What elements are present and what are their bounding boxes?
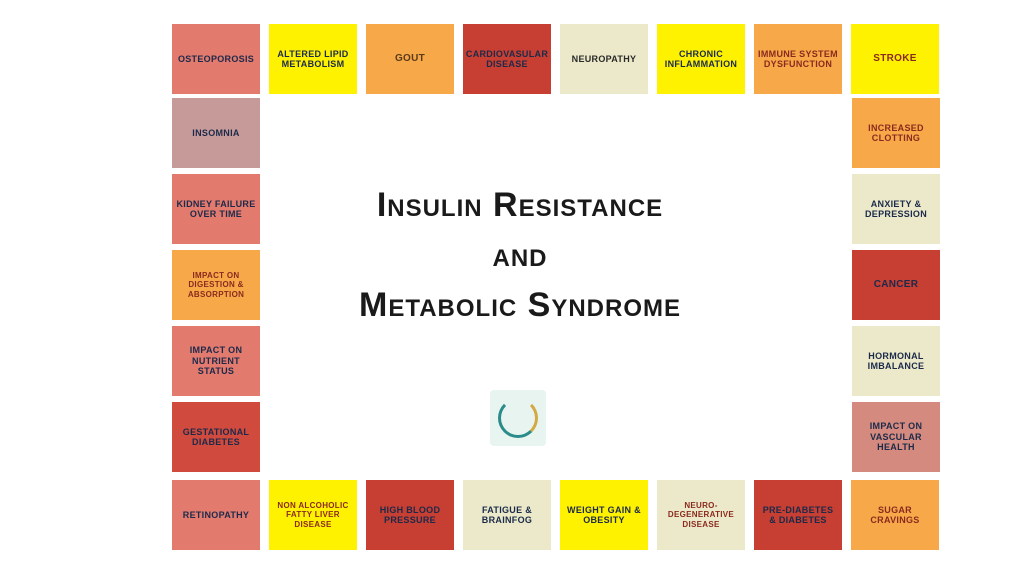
condition-tile: Impact on Vascular Health xyxy=(852,402,940,472)
condition-tile: Sugar Cravings xyxy=(851,480,939,550)
condition-label: Non Alcoholic Fatty Liver Disease xyxy=(273,501,353,529)
condition-tile: Cancer xyxy=(852,250,940,320)
condition-tile: Retinopathy xyxy=(172,480,260,550)
condition-tile: Immune System Dysfunction xyxy=(754,24,842,94)
wave-icon xyxy=(498,398,538,438)
condition-tile: Chronic Inflammation xyxy=(657,24,745,94)
condition-label: Retinopathy xyxy=(183,510,249,520)
center-title: Insulin Resistance and Metabolic Syndrom… xyxy=(320,180,720,330)
condition-tile: Gout xyxy=(366,24,454,94)
condition-label: Chronic Inflammation xyxy=(661,49,741,70)
condition-tile: Kidney Failure over Time xyxy=(172,174,260,244)
title-line-1: Insulin Resistance xyxy=(320,180,720,230)
condition-label: Fatigue & Brainfog xyxy=(467,505,547,526)
condition-tile: Stroke xyxy=(851,24,939,94)
title-line-3: Metabolic Syndrome xyxy=(320,280,720,330)
condition-label: Pre-Diabetes & Diabetes xyxy=(758,505,838,526)
condition-tile: Neuro-degenerative Disease xyxy=(657,480,745,550)
brand-logo xyxy=(490,390,546,446)
condition-label: Anxiety & Depression xyxy=(856,199,936,220)
condition-label: Stroke xyxy=(873,53,916,65)
condition-label: Altered Lipid Metabolism xyxy=(273,49,353,70)
condition-tile: Increased Clotting xyxy=(852,98,940,168)
condition-tile: Pre-Diabetes & Diabetes xyxy=(754,480,842,550)
condition-label: Impact on Vascular Health xyxy=(856,421,936,452)
condition-label: Hormonal Imbalance xyxy=(856,351,936,372)
condition-tile: Impact on Nutrient Status xyxy=(172,326,260,396)
condition-label: Impact on Digestion & Absorption xyxy=(176,271,256,299)
condition-label: Cancer xyxy=(874,279,919,291)
condition-label: Cardiovasular Disease xyxy=(466,49,548,70)
condition-label: Kidney Failure over Time xyxy=(176,199,256,220)
condition-label: Osteoporosis xyxy=(178,54,254,64)
condition-tile: Weight Gain & Obesity xyxy=(560,480,648,550)
condition-label: Insomnia xyxy=(192,128,239,138)
condition-tile: Non Alcoholic Fatty Liver Disease xyxy=(269,480,357,550)
condition-tile: Impact on Digestion & Absorption xyxy=(172,250,260,320)
title-line-2: and xyxy=(320,230,720,280)
condition-tile: Anxiety & Depression xyxy=(852,174,940,244)
condition-tile: Cardiovasular Disease xyxy=(463,24,551,94)
condition-tile: Altered Lipid Metabolism xyxy=(269,24,357,94)
condition-label: Sugar Cravings xyxy=(855,505,935,526)
condition-tile: Fatigue & Brainfog xyxy=(463,480,551,550)
condition-tile: Hormonal Imbalance xyxy=(852,326,940,396)
condition-label: Immune System Dysfunction xyxy=(758,49,838,70)
condition-label: Impact on Nutrient Status xyxy=(176,345,256,376)
condition-label: Neuro-degenerative Disease xyxy=(661,501,741,529)
condition-tile: Insomnia xyxy=(172,98,260,168)
condition-label: Weight Gain & Obesity xyxy=(564,505,644,526)
condition-tile: High Blood Pressure xyxy=(366,480,454,550)
condition-tile: Neuropathy xyxy=(560,24,648,94)
condition-label: Increased Clotting xyxy=(856,123,936,144)
condition-label: Gout xyxy=(395,53,425,65)
condition-label: Neuropathy xyxy=(572,54,637,64)
condition-label: Gestational Diabetes xyxy=(176,427,256,448)
condition-label: High Blood Pressure xyxy=(370,505,450,526)
condition-tile: Gestational Diabetes xyxy=(172,402,260,472)
condition-tile: Osteoporosis xyxy=(172,24,260,94)
